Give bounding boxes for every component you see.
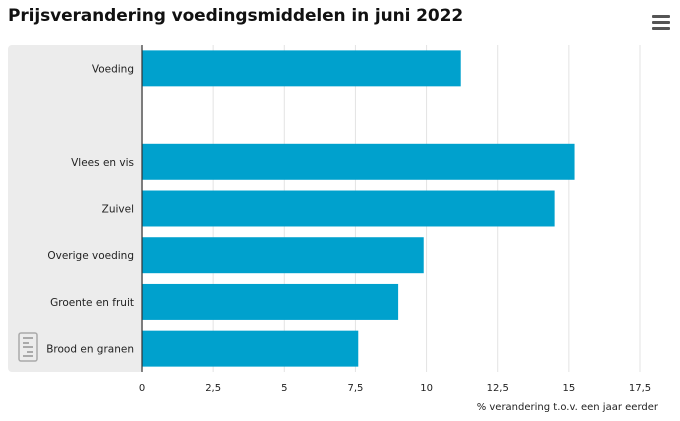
bar[interactable] (142, 283, 399, 320)
x-axis-title: % verandering t.o.v. een jaar eerder (477, 402, 659, 413)
chart-title: Prijsverandering voedingsmiddelen in jun… (8, 6, 464, 26)
bar[interactable] (142, 190, 555, 227)
x-tick-label: 7,5 (347, 383, 363, 394)
x-tick-label: 2,5 (205, 383, 221, 394)
hamburger-menu-icon[interactable] (652, 15, 670, 31)
bar[interactable] (142, 330, 359, 367)
cbs-logo-icon (18, 332, 38, 362)
category-label: Groente en fruit (50, 297, 134, 309)
category-label: Vlees en vis (71, 157, 134, 169)
category-labels: Voeding Vlees en vis Zuivel Overige voeding… (46, 63, 134, 355)
category-label: Zuivel (102, 204, 134, 216)
x-tick-label: 15 (562, 383, 575, 394)
x-tick-label: 12,5 (487, 383, 509, 394)
category-label: Overige voeding (47, 250, 134, 262)
bars (142, 50, 575, 367)
x-tick-label: 5 (281, 383, 287, 394)
x-tick-label: 0 (139, 383, 145, 394)
tick-labels: 0 2,5 5 7,5 10 12,5 15 17,5 (139, 383, 651, 394)
category-label: Voeding (92, 63, 134, 75)
bar[interactable] (142, 237, 424, 274)
x-tick-label: 17,5 (629, 383, 651, 394)
category-label-panel (8, 45, 143, 372)
bar[interactable] (142, 143, 575, 180)
x-tick-label: 10 (420, 383, 433, 394)
category-label: Brood en granen (46, 344, 134, 356)
bar[interactable] (142, 50, 461, 87)
